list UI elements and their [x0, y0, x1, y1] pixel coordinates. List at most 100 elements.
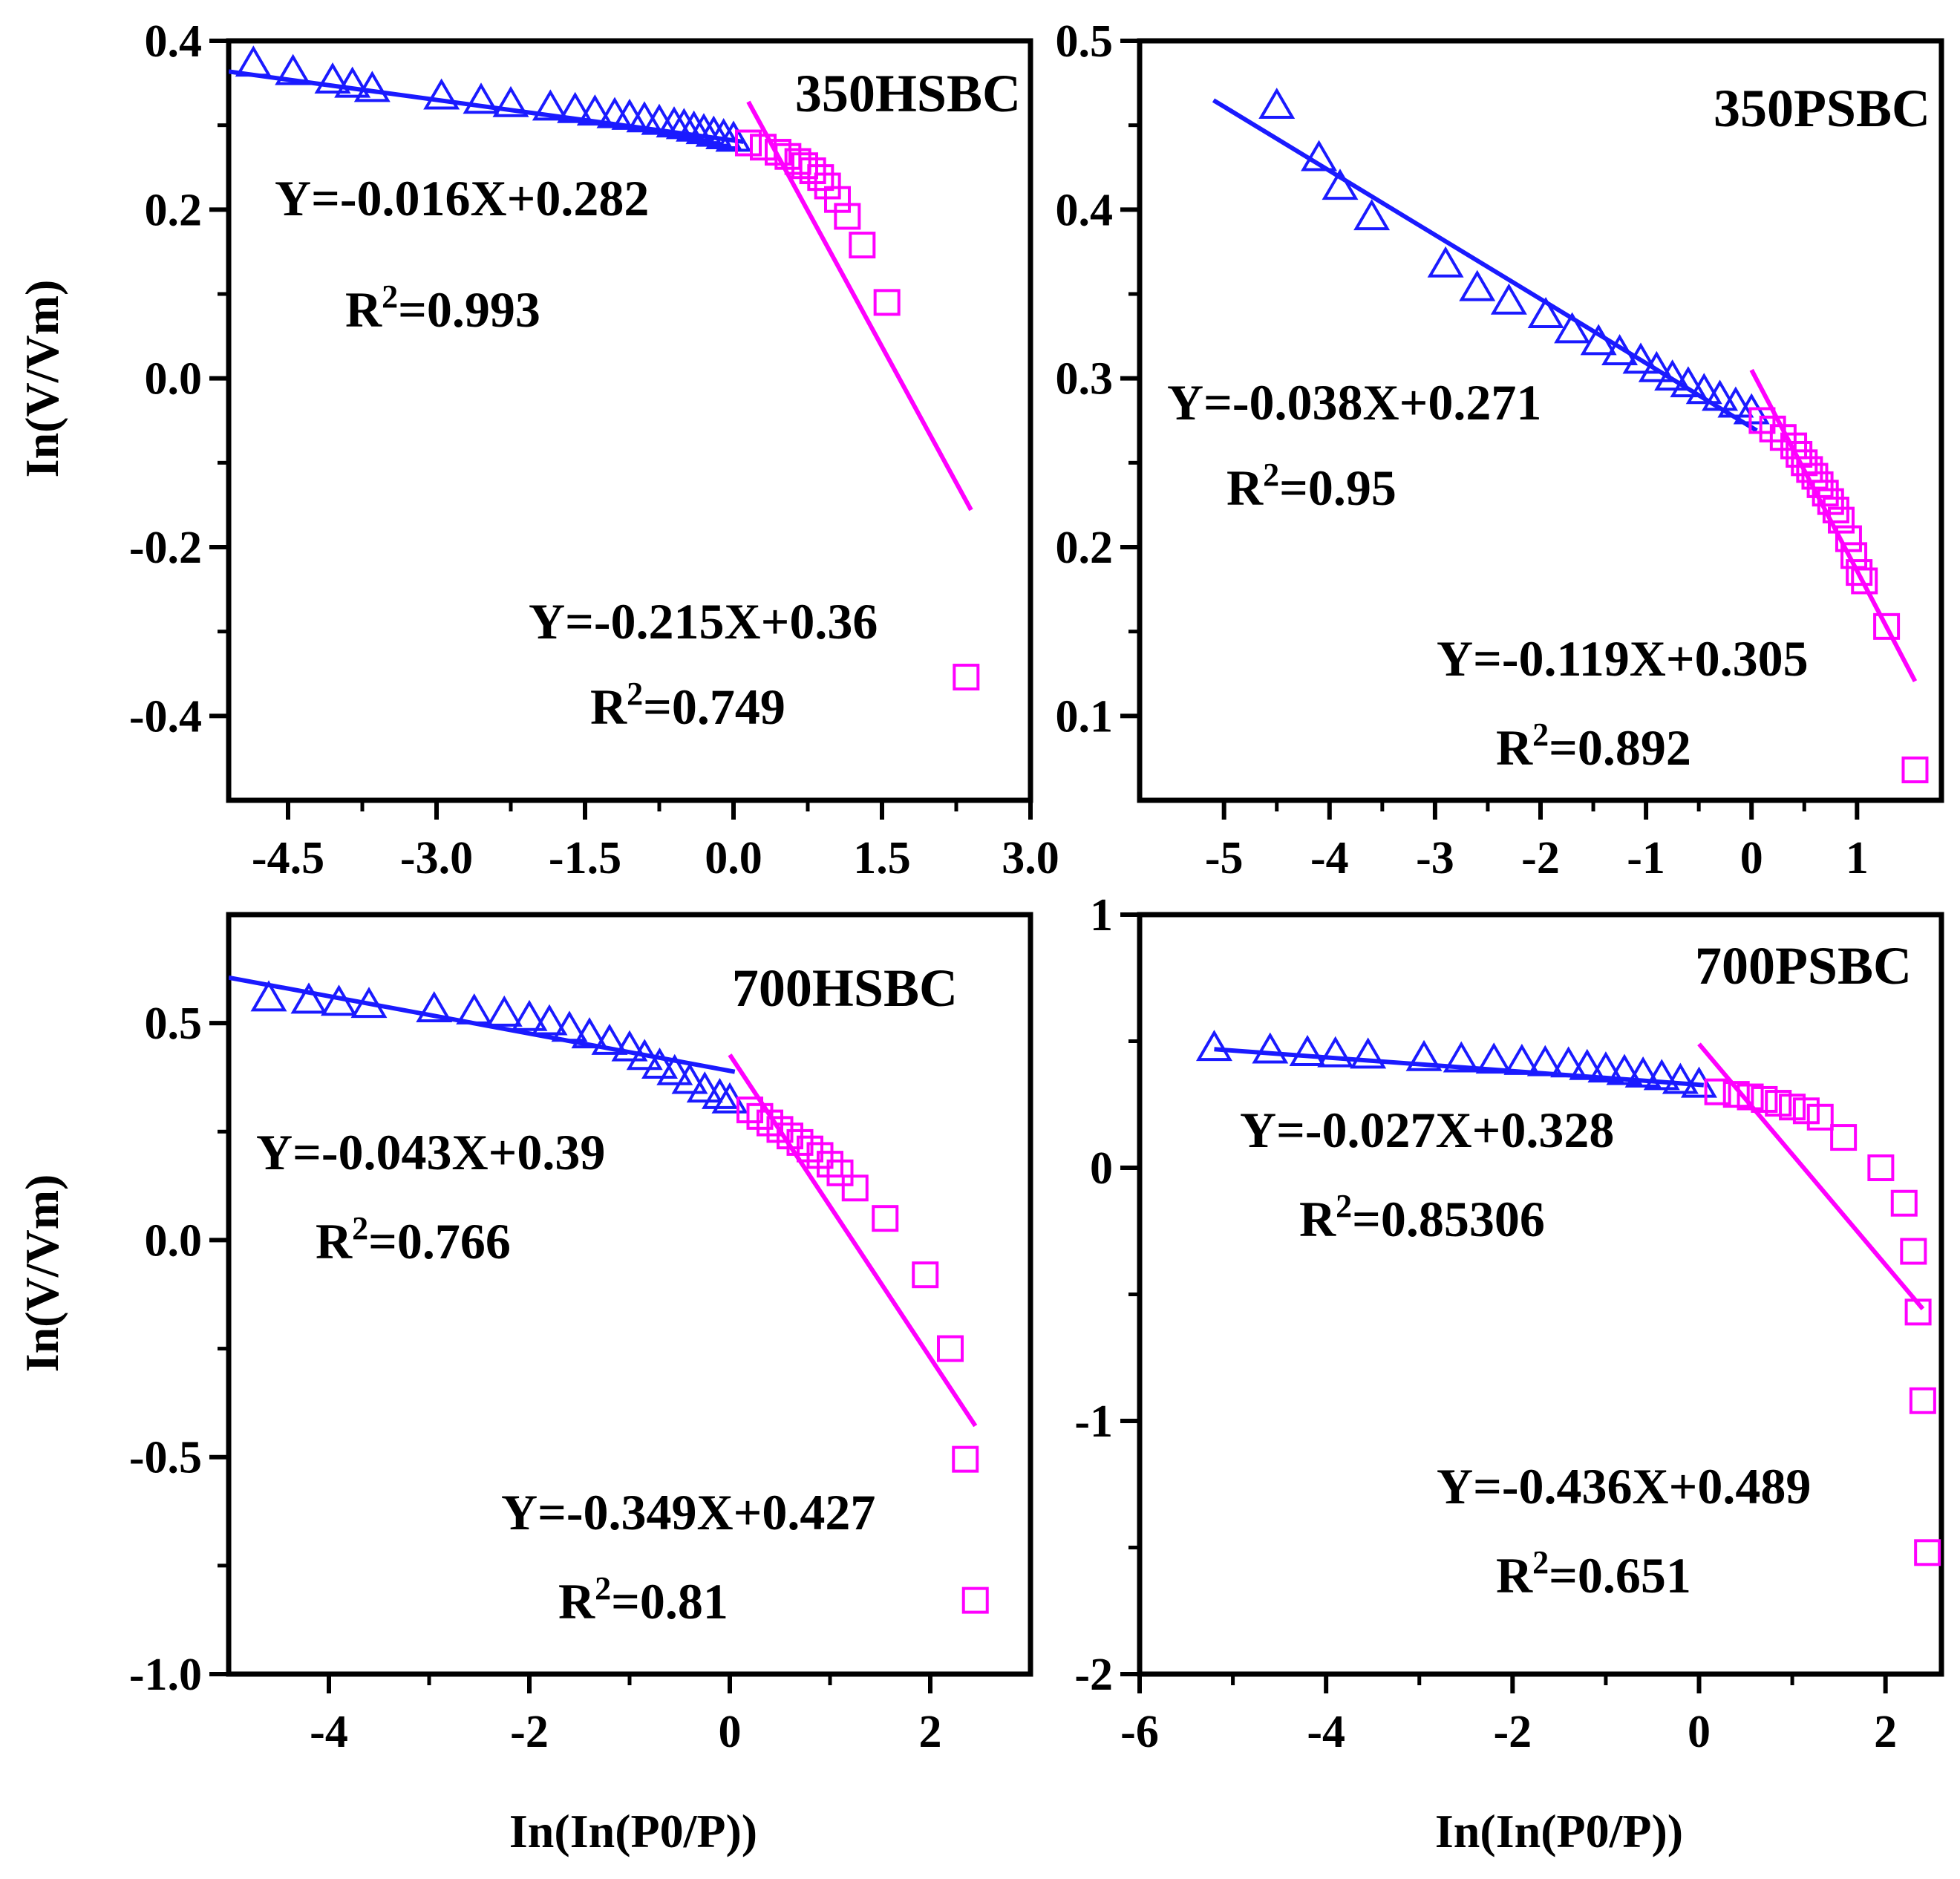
y-tick-label: -0.4: [129, 691, 202, 742]
triangle-marker: [576, 94, 613, 126]
triangle-marker: [591, 1023, 628, 1055]
triangle-marker: [350, 987, 388, 1019]
triangle-marker: [626, 1039, 663, 1071]
triangle-marker: [314, 62, 351, 94]
triangle-marker: [1685, 373, 1722, 405]
square-marker: [1828, 506, 1855, 534]
square-marker: [961, 1586, 989, 1614]
triangle-marker: [665, 108, 702, 140]
y-tick-label: 0.1: [1056, 691, 1114, 742]
triangle-marker: [321, 984, 357, 1016]
y-axis-title-text: In(V/Vm): [16, 280, 68, 478]
fit-equation-low: Y=-0.027X+0.328: [1240, 1102, 1614, 1158]
triangle-marker: [511, 999, 548, 1031]
plot-area: [1195, 1030, 1941, 1566]
square-marker: [807, 164, 834, 192]
triangle-marker: [1258, 88, 1296, 120]
square-marker: [1806, 1103, 1834, 1131]
chart-panel-350psbc: -5 -4 -3 -2 -1 0 1 0.1 0.2 0.3 0.4 0.5 350PSBC Y=-0.0…: [1056, 16, 1944, 883]
triangle-marker: [1289, 1034, 1326, 1066]
square-marker: [735, 129, 762, 157]
triangle-marker: [1252, 1032, 1289, 1064]
x-tick-label: 1.5: [853, 833, 911, 883]
x-tick-label: -2: [510, 1707, 549, 1757]
triangle-marker: [456, 993, 493, 1025]
square-marker: [1851, 567, 1878, 595]
triangle-marker: [1717, 386, 1754, 418]
triangle-marker: [1624, 1056, 1662, 1088]
series-low-pressure: [1212, 88, 1770, 433]
x-tick-label: -3: [1416, 833, 1454, 883]
square-marker: [841, 1174, 869, 1202]
triangle-marker: [1654, 359, 1691, 391]
triangle-marker: [686, 1071, 723, 1103]
plot-area: [229, 45, 980, 691]
triangle-marker: [1301, 140, 1338, 171]
r-squared-low: R2=0.766: [316, 1210, 511, 1269]
triangle-marker: [290, 982, 327, 1014]
chart-panel-350hsbc: -4.5 -3.0 -1.5 0.0 1.5 3.0 -0.4 -0.2 0.0 0.2 0.4 35…: [129, 16, 1059, 883]
triangle-marker: [1443, 1041, 1480, 1073]
panel-title: 350HSBC: [795, 64, 1021, 123]
triangle-marker: [532, 89, 569, 121]
triangle-marker: [1350, 1037, 1387, 1069]
y-tick-label: 0.4: [1056, 185, 1114, 235]
x-tick-label: -1.5: [549, 833, 621, 883]
triangle-marker: [1569, 1048, 1606, 1080]
square-marker: [1904, 1298, 1932, 1326]
r-squared-high: R2=0.651: [1496, 1544, 1691, 1604]
y-tick-label: 0.2: [145, 185, 203, 235]
square-marker: [826, 1159, 854, 1186]
x-tick-label: -4: [1307, 1707, 1345, 1757]
panels: -4.5 -3.0 -1.5 0.0 1.5 3.0 -0.4 -0.2 0.0 0.2 0.4 35…: [129, 16, 1944, 1757]
y-tick-label: -0.5: [129, 1433, 202, 1483]
series-high-pressure: [735, 100, 980, 691]
square-marker: [1901, 756, 1929, 784]
square-marker: [774, 143, 802, 170]
square-marker: [814, 172, 841, 200]
square-marker: [953, 664, 980, 691]
y-axis-title-bottom: In(V/Vm): [16, 1174, 68, 1373]
x-tick-label: -2: [1521, 833, 1560, 883]
square-marker: [806, 1142, 834, 1169]
plot-frame: [226, 38, 1033, 803]
square-marker: [1846, 559, 1873, 586]
triangle-marker: [557, 91, 594, 123]
square-marker: [1835, 525, 1862, 552]
square-marker: [1840, 542, 1868, 569]
x-tick-label: -4: [1310, 833, 1349, 883]
r-squared-high: R2=0.81: [558, 1570, 728, 1630]
triangle-marker: [1427, 246, 1464, 278]
triangle-marker: [1550, 1046, 1587, 1078]
y-tick-label: 0.0: [145, 1215, 203, 1266]
r-squared-low: R2=0.85306: [1299, 1188, 1545, 1247]
square-marker: [1830, 1124, 1858, 1151]
triangle-marker: [571, 1017, 608, 1049]
square-marker: [1792, 1097, 1820, 1125]
x-axis-title-right: In(In(P0/P)): [1435, 1805, 1683, 1857]
triangle-marker: [1606, 1053, 1643, 1085]
triangle-marker: [423, 78, 460, 110]
x-tick-label: -6: [1120, 1707, 1159, 1757]
triangle-marker: [671, 1062, 708, 1094]
y-tick-label: 0.0: [145, 354, 203, 405]
square-marker: [1890, 1189, 1918, 1217]
square-marker: [1722, 1081, 1750, 1108]
triangle-marker: [1662, 1062, 1699, 1094]
fit-equation-low: Y=-0.038X+0.271: [1167, 374, 1541, 431]
series-low-pressure: [229, 45, 752, 152]
y-tick-label: 1: [1090, 890, 1113, 941]
x-tick-label: -2: [1493, 1707, 1532, 1757]
triangle-marker: [463, 82, 500, 114]
r-squared-low: R2=0.993: [345, 278, 540, 338]
triangle-marker: [676, 110, 713, 142]
x-tick-label: -4: [310, 1707, 348, 1757]
square-marker: [784, 148, 811, 175]
y-tick-label: 0.3: [1056, 354, 1114, 405]
triangle-marker: [1503, 1043, 1541, 1075]
x-tick-label: 3.0: [1002, 833, 1059, 883]
panel-title: 350PSBC: [1714, 79, 1930, 138]
triangle-marker: [1353, 199, 1391, 231]
triangle-marker: [1527, 296, 1564, 328]
